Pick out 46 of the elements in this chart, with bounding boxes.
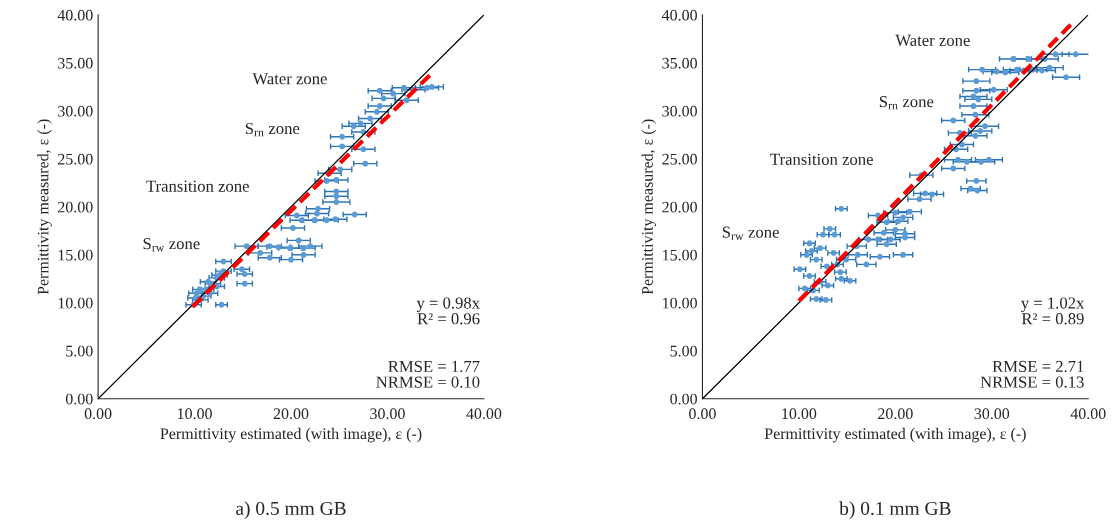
x-axis-title: Permittivity estimated (with image), ε (-) xyxy=(160,427,422,443)
annotation: y = 0.98x R² = 0.96 xyxy=(416,297,480,325)
annotation: RMSE = 1.77 NRMSE = 0.10 xyxy=(376,360,480,388)
y-tick-label: 25.00 xyxy=(662,153,697,165)
x-tick-label: 0.00 xyxy=(84,408,112,420)
y-tick-label: 0.00 xyxy=(65,393,93,405)
x-tick-label: 30.00 xyxy=(974,408,1010,420)
y-tick-label: 25.00 xyxy=(58,153,93,165)
annotation: y = 1.02x R² = 0.89 xyxy=(1021,297,1085,325)
x-tick-label: 10.00 xyxy=(178,408,212,420)
x-tick-label: 0.00 xyxy=(689,408,716,420)
text: b) 0.1 mm GB xyxy=(839,501,951,519)
annotation: Transition zone xyxy=(146,180,249,192)
y-tick-label: 5.00 xyxy=(670,345,697,357)
annotation: S$_{rw}$ zone xyxy=(722,226,779,240)
y-tick-label: 40.00 xyxy=(661,9,697,21)
y-tick-label: 0.00 xyxy=(670,393,697,405)
y-tick-label: 5.00 xyxy=(66,345,93,357)
x-tick-label: 10.00 xyxy=(782,408,817,420)
x-tick-label: 40.00 xyxy=(1070,408,1106,420)
y-tick-label: 30.00 xyxy=(662,105,697,117)
y-axis-title: Permittivity measured, ε (-) xyxy=(641,119,657,295)
y-axis-title: Permittivity measured, ε (-) xyxy=(37,119,52,295)
y-tick-label: 35.00 xyxy=(662,57,697,69)
x-axis-title: Permittivity estimated (with image), ε (-) xyxy=(764,427,1026,443)
annotation: Water zone xyxy=(252,73,327,85)
y-tick-label: 30.00 xyxy=(58,105,93,117)
y-tick-label: 20.00 xyxy=(662,201,697,213)
x-tick-label: 20.00 xyxy=(273,408,309,420)
annotation: RMSE = 2.71 NRMSE = 0.13 xyxy=(980,360,1084,388)
y-tick-label: 35.00 xyxy=(58,57,93,69)
annotation: S$_{rn}$ zone xyxy=(879,96,934,110)
y-tick-label: 20.00 xyxy=(58,201,93,213)
annotation: Transition zone xyxy=(770,153,873,165)
y-tick-label: 10.00 xyxy=(58,297,93,309)
annotation: Water zone xyxy=(895,34,970,46)
text: a) 0.5 mm GB xyxy=(236,501,346,519)
annotation: S$_{rw}$ zone xyxy=(143,238,200,252)
y-tick-label: 15.00 xyxy=(663,249,697,261)
y-tick-label: 10.00 xyxy=(663,297,697,309)
x-tick-label: 40.00 xyxy=(466,408,502,420)
x-tick-label: 20.00 xyxy=(878,408,913,420)
x-tick-label: 30.00 xyxy=(370,408,405,420)
annotation: S$_{rn}$ zone xyxy=(245,122,300,137)
y-tick-label: 40.00 xyxy=(57,9,93,21)
y-tick-label: 15.00 xyxy=(58,249,93,261)
